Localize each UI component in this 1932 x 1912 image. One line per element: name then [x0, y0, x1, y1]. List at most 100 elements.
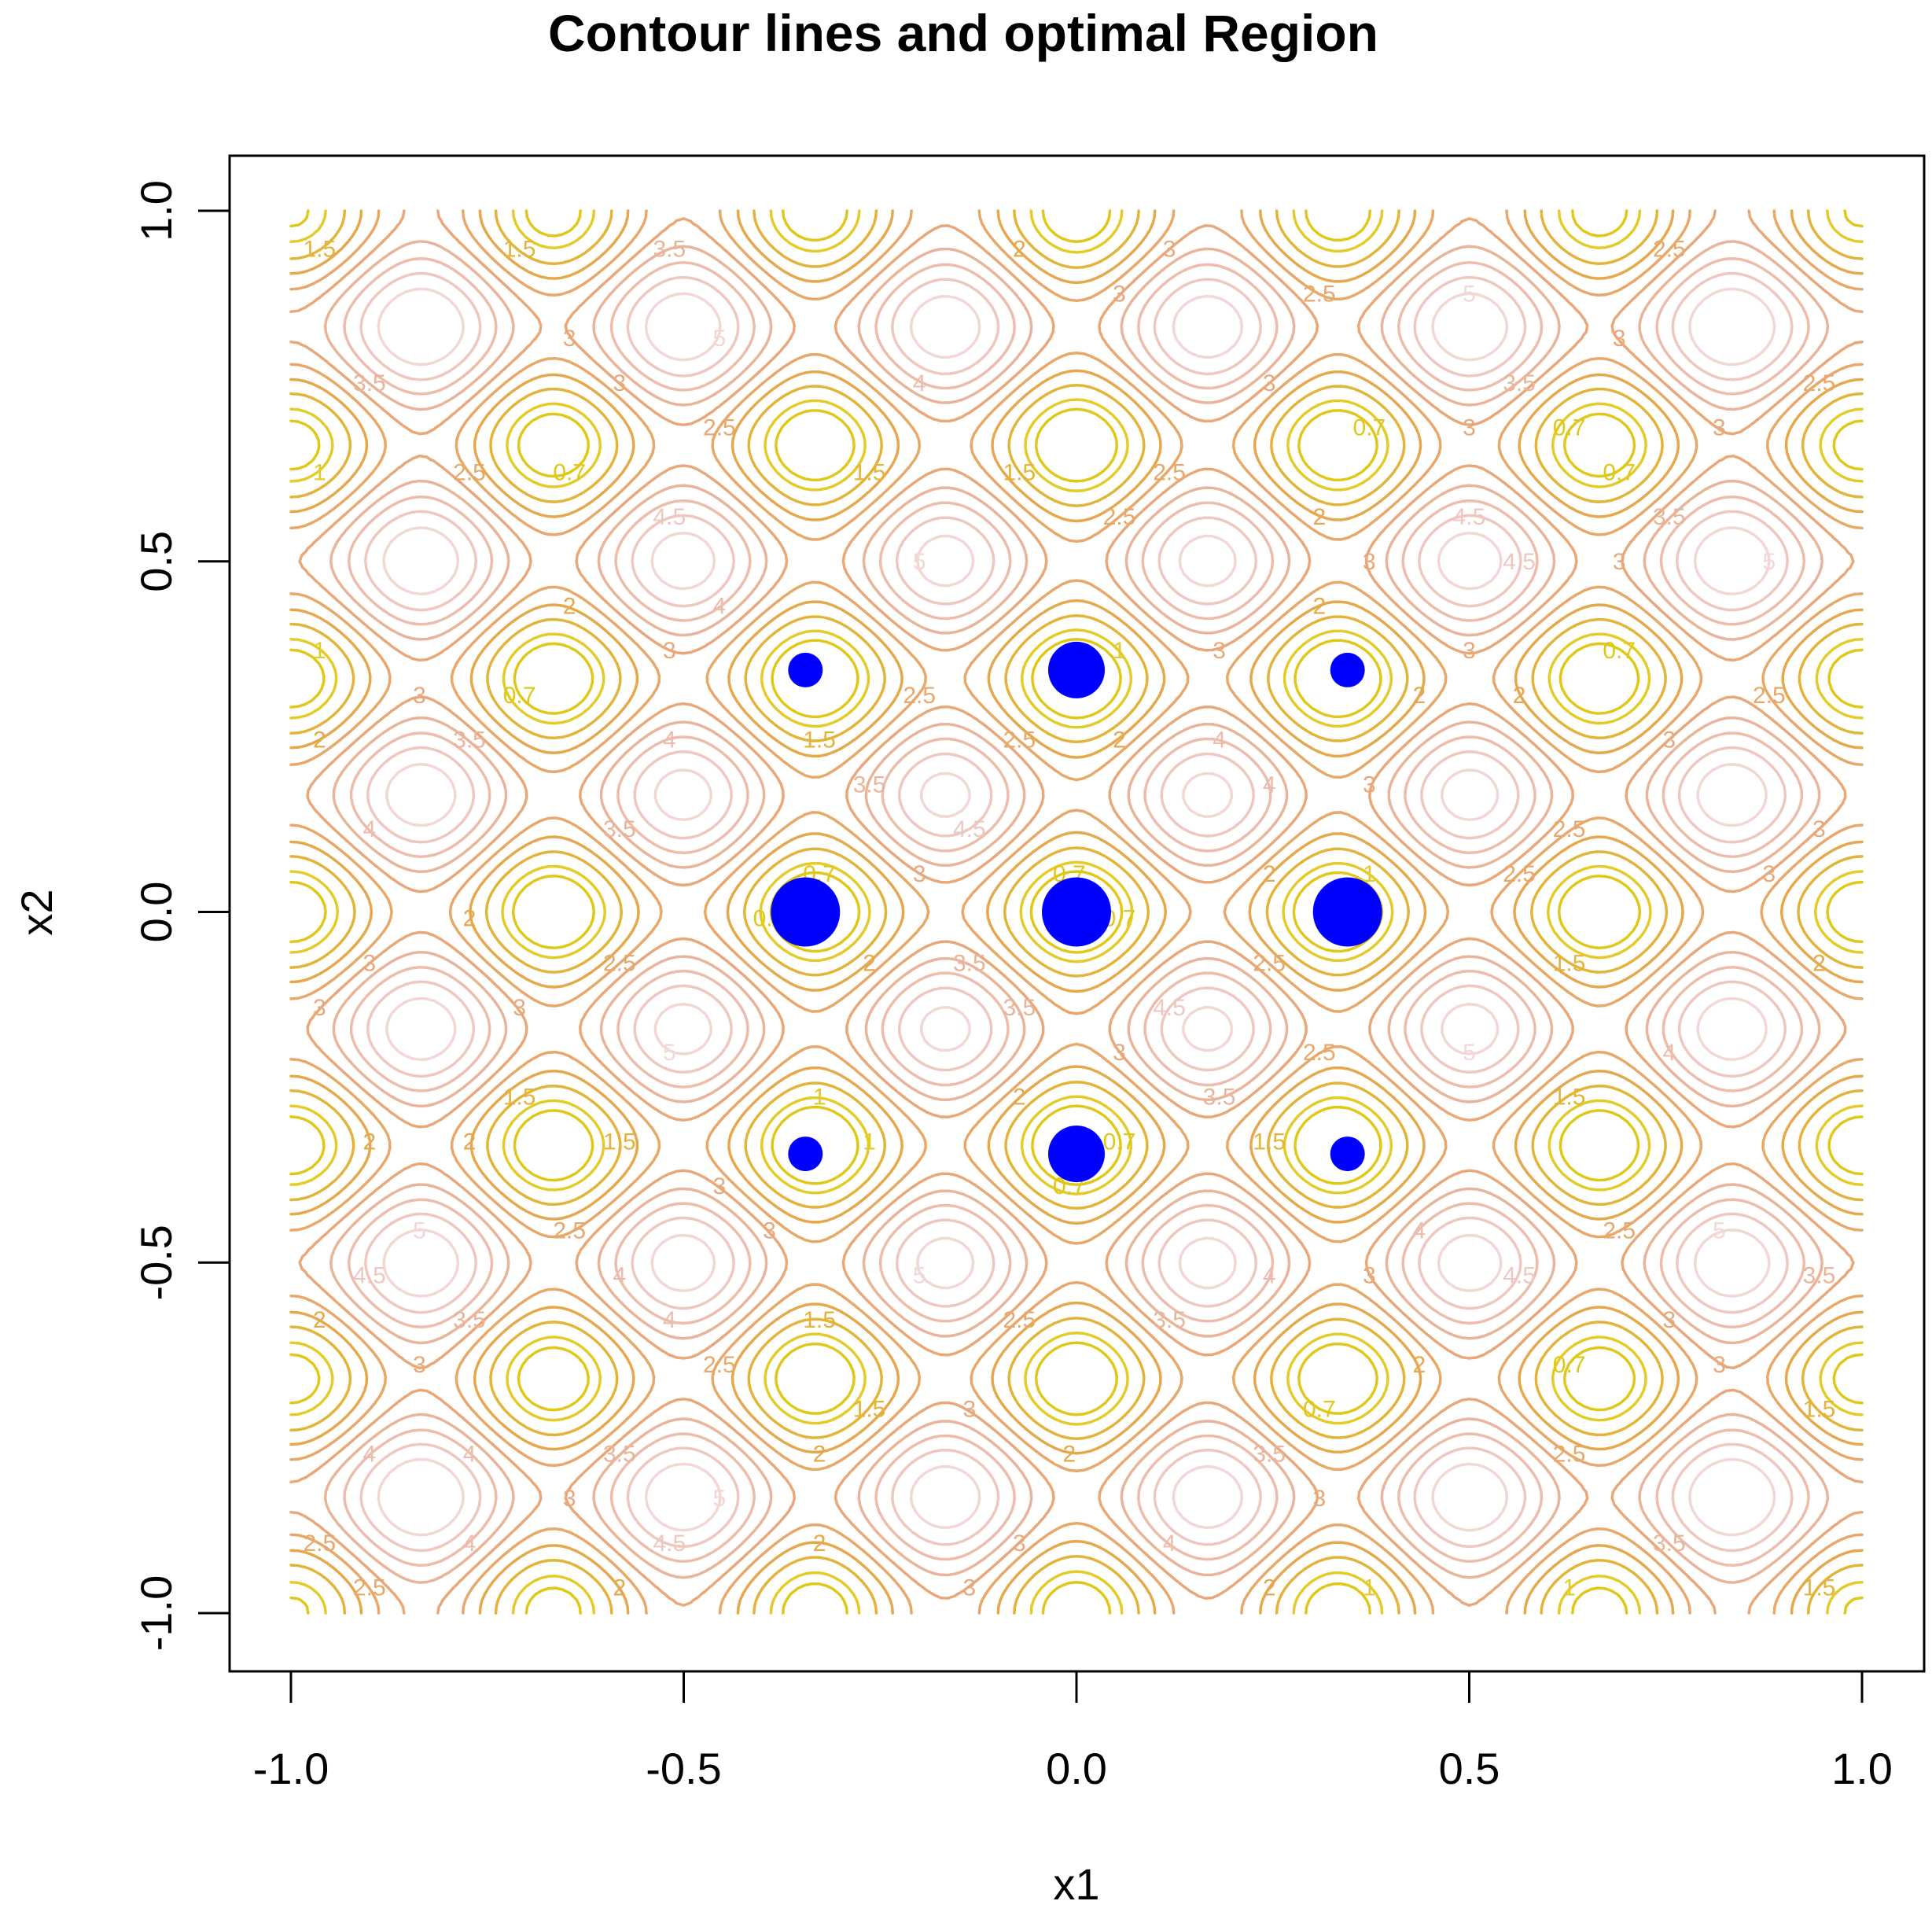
contour-label: 4 [463, 1531, 477, 1556]
contour-label: 0.7 [1103, 1129, 1136, 1155]
x-tick-label: -1.0 [253, 1744, 329, 1793]
contour-label: 3 [513, 995, 526, 1021]
optimal-region-point [1312, 877, 1382, 947]
chart-title: Contour lines and optimal Region [548, 4, 1378, 62]
contour-label: 3 [563, 1486, 576, 1512]
contour-line-3.5 [323, 240, 1830, 1584]
contour-level-labels: 2.5 2 3 2 1 1 1.5 2.5 4 4.5 2 3 4 3.5 3 5 3 4 4 3.5 2 2 3.5 2.5… [303, 237, 1835, 1601]
contour-label: 2 [863, 950, 876, 976]
x-tick-label: -0.5 [646, 1744, 722, 1793]
contour-label: 4 [1163, 1531, 1176, 1556]
contour-label: 3 [413, 683, 426, 709]
contour-label: 3 [413, 1352, 426, 1378]
contour-label: 3.5 [453, 1307, 486, 1333]
y-axis: -1.0 -0.5 0.0 0.5 1.0 [131, 180, 231, 1652]
contour-label: 3 [1113, 1040, 1126, 1066]
optimal-region-point [1042, 877, 1111, 947]
contour-label: 5 [913, 549, 926, 575]
contour-label: 2 [1013, 1085, 1026, 1111]
contour-label: 2 [463, 1129, 477, 1155]
contour-label: 2.5 [1603, 1218, 1636, 1244]
contour-label: 3 [1662, 728, 1676, 753]
contour-label: 3 [1013, 1531, 1026, 1556]
contour-label: 2.5 [1653, 237, 1686, 263]
contour-label: 5 [663, 1040, 676, 1066]
contour-label: 2 [563, 594, 576, 620]
x-tick-label: 1.0 [1831, 1744, 1893, 1793]
contour-label: 4 [913, 370, 926, 396]
contour-label: 2.5 [1253, 950, 1286, 976]
contour-label: 3.5 [603, 816, 636, 842]
contour-label: 3 [1713, 415, 1726, 441]
x-axis: -1.0 -0.5 0.0 0.5 1.0 [253, 1670, 1893, 1793]
contour-label: 5 [1463, 281, 1476, 307]
contour-line-4.5 [359, 271, 1794, 1553]
contour-label: 2 [1513, 683, 1526, 709]
contour-label: 2.5 [453, 459, 486, 485]
contour-label: 1 [1113, 638, 1126, 664]
contour-label: 0.7 [503, 683, 536, 709]
contour-label: 4.5 [1503, 1263, 1536, 1289]
contour-label: 3 [1613, 549, 1626, 575]
contour-label: 2.5 [1003, 1307, 1036, 1333]
optimal-region-point [1048, 641, 1105, 698]
contour-label: 1 [313, 638, 326, 664]
contour-label: 1.5 [1003, 459, 1036, 485]
contour-label: 2 [1312, 594, 1326, 620]
contour-label: 2 [813, 1531, 826, 1556]
contour-label: 1 [313, 459, 326, 485]
contour-label: 2 [1013, 237, 1026, 263]
contour-label: 5 [713, 1486, 727, 1512]
contour-label: 1.5 [503, 1085, 536, 1111]
contour-label: 2.5 [703, 1352, 736, 1378]
contour-label: 4 [363, 816, 377, 842]
contour-label: 2 [1312, 504, 1326, 530]
contour-line-3 [289, 209, 1864, 1615]
contour-label: 1.5 [803, 1307, 836, 1333]
contour-label: 2 [1263, 1575, 1276, 1601]
contour-label: 5 [413, 1218, 426, 1244]
optimal-region-point [771, 877, 841, 947]
contour-label: 3.5 [353, 370, 386, 396]
contour-label: 2.5 [1303, 281, 1336, 307]
contour-label: 4.5 [953, 816, 986, 842]
contour-label: 4.5 [1453, 504, 1486, 530]
contour-label: 2.5 [1753, 683, 1786, 709]
contour-label: 3.5 [453, 728, 486, 753]
contour-label: 1.5 [303, 237, 336, 263]
contour-label: 2 [313, 1307, 326, 1333]
contour-label: 0.7 [1603, 638, 1636, 664]
y-tick-label: 0.0 [131, 882, 181, 943]
contour-label: 3.5 [1653, 504, 1686, 530]
contour-label: 3.5 [1503, 370, 1536, 396]
contour-label: 5 [913, 1263, 926, 1289]
optimal-region-point [788, 1137, 823, 1172]
contour-lines [289, 209, 1864, 1615]
contour-label: 2 [363, 1129, 377, 1155]
contour-label: 3 [962, 1397, 976, 1423]
contour-label: 3 [1613, 326, 1626, 352]
contour-label: 1 [1562, 1575, 1576, 1601]
contour-label: 2.5 [1553, 1441, 1586, 1467]
contour-label: 5 [1713, 1218, 1726, 1244]
contour-label: 4.5 [1153, 995, 1186, 1021]
contour-label: 2.5 [353, 1575, 386, 1601]
contour-label: 1.5 [1253, 1129, 1286, 1155]
y-tick-label: -1.0 [131, 1575, 181, 1652]
contour-label: 1 [863, 1129, 876, 1155]
contour-label: 1 [813, 1085, 826, 1111]
contour-label: 3 [763, 1218, 776, 1244]
contour-label: 2 [313, 728, 326, 753]
contour-label: 3 [1463, 415, 1476, 441]
contour-label: 4 [1263, 1263, 1276, 1289]
contour-label: 1.5 [1803, 1397, 1836, 1423]
contour-label: 5 [713, 326, 727, 352]
contour-label: 1.5 [1803, 1575, 1836, 1601]
optimal-region-point [1330, 652, 1365, 687]
contour-label: 4.5 [653, 504, 686, 530]
contour-label: 1 [1363, 861, 1376, 887]
contour-label: 4 [1413, 1218, 1426, 1244]
contour-label: 3 [1113, 281, 1126, 307]
contour-label: 4.5 [353, 1263, 386, 1289]
